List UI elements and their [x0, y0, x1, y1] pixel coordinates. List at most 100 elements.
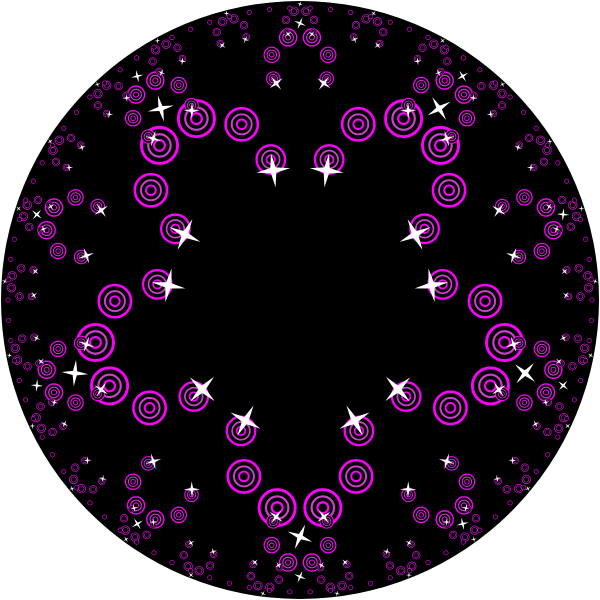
- ring-middle: [268, 74, 278, 84]
- ring-middle: [72, 465, 78, 471]
- star-node: [438, 130, 455, 147]
- star-node: [559, 334, 568, 342]
- star-node: [438, 453, 455, 470]
- star-node: [187, 539, 195, 547]
- ring-outer: [586, 256, 592, 262]
- ring-inner: [418, 82, 425, 88]
- ring-stack: [586, 256, 592, 262]
- ring-stack: [188, 26, 194, 32]
- ring-outer: [571, 397, 577, 403]
- arc-motif: [148, 37, 187, 77]
- ring-middle: [585, 284, 592, 291]
- ring-outer: [319, 536, 337, 554]
- arc-motif: [316, 559, 354, 597]
- star-node: [256, 153, 291, 188]
- ring-outer: [30, 178, 36, 184]
- ring-inner: [460, 502, 468, 509]
- ring-middle: [563, 334, 569, 340]
- ring-middle: [323, 539, 334, 551]
- ring-middle: [526, 135, 532, 141]
- ring-outer: [18, 334, 27, 343]
- ring-stack: [429, 39, 439, 49]
- ring-inner: [316, 501, 330, 515]
- ring-outer: [492, 80, 498, 86]
- ring-stack: [583, 236, 589, 242]
- ring-stack: [583, 358, 589, 364]
- ring-stack: [580, 343, 590, 353]
- ring-stack: [274, 575, 284, 584]
- ring-stack: [36, 402, 45, 411]
- ring-middle: [564, 267, 570, 273]
- ring-stack: [554, 423, 564, 433]
- ring-outer: [337, 581, 347, 591]
- ring-stack: [583, 283, 594, 293]
- ring-middle: [143, 132, 153, 142]
- ring-middle: [559, 197, 565, 203]
- ring-middle: [497, 201, 507, 211]
- ring-stack: [348, 585, 354, 591]
- ring-outer: [73, 485, 79, 491]
- ring-middle: [323, 49, 334, 61]
- ring-stack: [443, 550, 449, 556]
- star-node: [525, 485, 531, 492]
- ring-inner: [88, 335, 102, 349]
- ring-middle: [377, 41, 382, 46]
- ring-outer: [124, 473, 142, 491]
- ring-stack: [217, 17, 228, 27]
- ring-outer: [396, 566, 406, 576]
- ring-stack: [396, 566, 406, 576]
- ring-middle: [374, 18, 381, 25]
- ring-stack: [425, 559, 431, 565]
- ring-outer: [406, 26, 412, 32]
- ring-middle: [458, 499, 470, 512]
- ring-stack: [146, 71, 165, 90]
- ring-stack: [307, 5, 313, 11]
- ring-middle: [447, 458, 457, 468]
- ring-outer: [583, 358, 589, 364]
- ring-outer: [169, 559, 175, 565]
- ring-middle: [173, 79, 184, 91]
- ring-inner: [132, 502, 140, 509]
- ring-outer: [117, 67, 123, 73]
- ring-stack: [253, 581, 263, 591]
- ring-inner: [72, 399, 79, 406]
- star-node: [149, 518, 158, 527]
- ring-stack: [573, 334, 582, 343]
- ring-stack: [539, 157, 549, 166]
- star-node: [531, 420, 540, 428]
- star-node: [499, 81, 506, 88]
- ring-middle: [419, 45, 426, 51]
- ring-middle: [555, 425, 562, 432]
- ring-stack: [6, 317, 12, 323]
- ring-middle: [461, 476, 473, 487]
- ring-middle: [174, 45, 181, 51]
- ring-outer: [307, 5, 313, 11]
- ring-stack: [117, 527, 123, 533]
- star-node: [145, 130, 162, 147]
- star-node: [32, 209, 42, 220]
- ring-inner: [542, 389, 550, 396]
- ring-outer: [379, 28, 388, 37]
- ring-inner: [170, 223, 181, 234]
- ring-middle: [569, 202, 576, 209]
- ring-middle: [37, 403, 44, 410]
- ring-outer: [507, 94, 513, 100]
- ring-stack: [23, 197, 29, 203]
- ring-stack: [207, 19, 213, 25]
- ring-middle: [78, 485, 85, 492]
- ring-outer: [207, 19, 213, 25]
- ring-inner: [109, 295, 121, 307]
- ring-stack: [586, 338, 592, 344]
- ring-outer: [328, 7, 334, 13]
- ring-inner: [43, 366, 50, 373]
- ring-outer: [507, 500, 513, 506]
- ring-stack: [340, 106, 376, 142]
- ring-stack: [557, 195, 567, 205]
- ring-outer: [188, 568, 194, 574]
- ring-stack: [406, 568, 412, 574]
- star-node: [183, 102, 200, 119]
- star-node: [39, 225, 48, 233]
- ring-middle: [318, 577, 324, 583]
- ring-stack: [588, 317, 594, 323]
- arc-motif: [492, 335, 568, 411]
